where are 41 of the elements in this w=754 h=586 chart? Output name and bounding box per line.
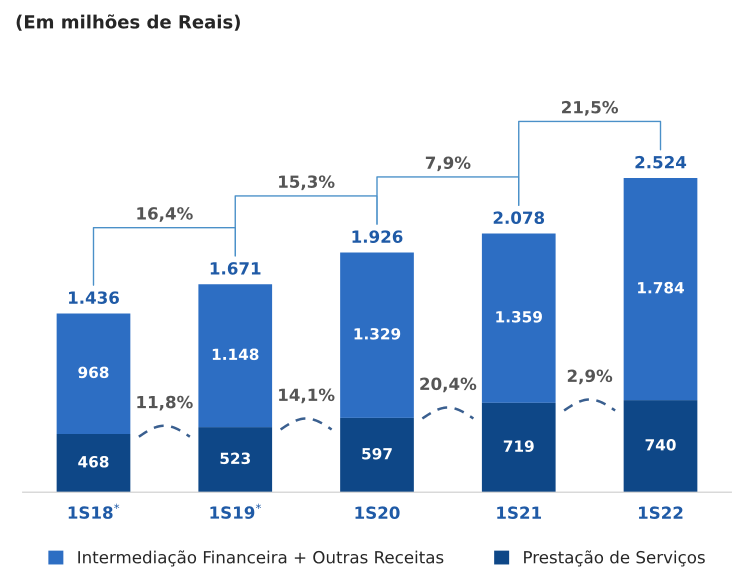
- data-label: 1.329: [354, 328, 400, 340]
- x-tick-label: 1S21: [497, 506, 542, 520]
- legend-label: Intermediação Financeira + Outras Receitas: [78, 550, 444, 567]
- text: 7,9%: [426, 156, 470, 172]
- total-label: 1.926: [352, 230, 402, 243]
- bar: [624, 400, 698, 492]
- bar: [482, 234, 556, 403]
- data-label: 468: [78, 456, 108, 468]
- data-label: 1.148: [212, 348, 258, 360]
- data-label: 1.784: [638, 282, 684, 294]
- total-label: 2.078: [494, 211, 544, 224]
- bar: [340, 252, 414, 418]
- bar: [340, 418, 414, 492]
- bar: [624, 178, 698, 400]
- annotation: 11,8%: [137, 396, 193, 410]
- data-label: 1.359: [496, 311, 542, 323]
- bar: [198, 284, 272, 428]
- annotation: 16,4%: [137, 207, 193, 222]
- bar: [56, 313, 130, 434]
- bar: [56, 434, 130, 492]
- annotation: 14,1%: [279, 388, 335, 404]
- data-label: 719: [504, 440, 534, 452]
- text: 21,5%: [562, 100, 618, 116]
- legend-label: Prestação de Serviços: [524, 550, 705, 567]
- data-label: 740: [646, 439, 676, 451]
- annotation: 2,9%: [568, 370, 612, 384]
- total-label: 2.524: [635, 156, 686, 168]
- total-label: 1.436: [69, 291, 119, 304]
- total-label: 1.671: [210, 262, 260, 275]
- data-label: 523: [220, 452, 250, 464]
- annotation: 20,4%: [420, 378, 476, 392]
- x-tick-label: 1S22: [638, 506, 682, 520]
- x-tick-label: 1S20: [355, 506, 400, 520]
- data-label: 968: [78, 366, 108, 378]
- bar: [482, 402, 556, 492]
- chart-title: (Em milhões de Reais): [16, 14, 240, 31]
- annotation: 15,3%: [279, 175, 335, 190]
- x-tick-label: 1S19$^{*}$: [210, 504, 262, 519]
- bar: [198, 427, 272, 492]
- x-tick-label: 1S18$^{*}$: [68, 504, 120, 519]
- data-label: 597: [362, 448, 392, 460]
